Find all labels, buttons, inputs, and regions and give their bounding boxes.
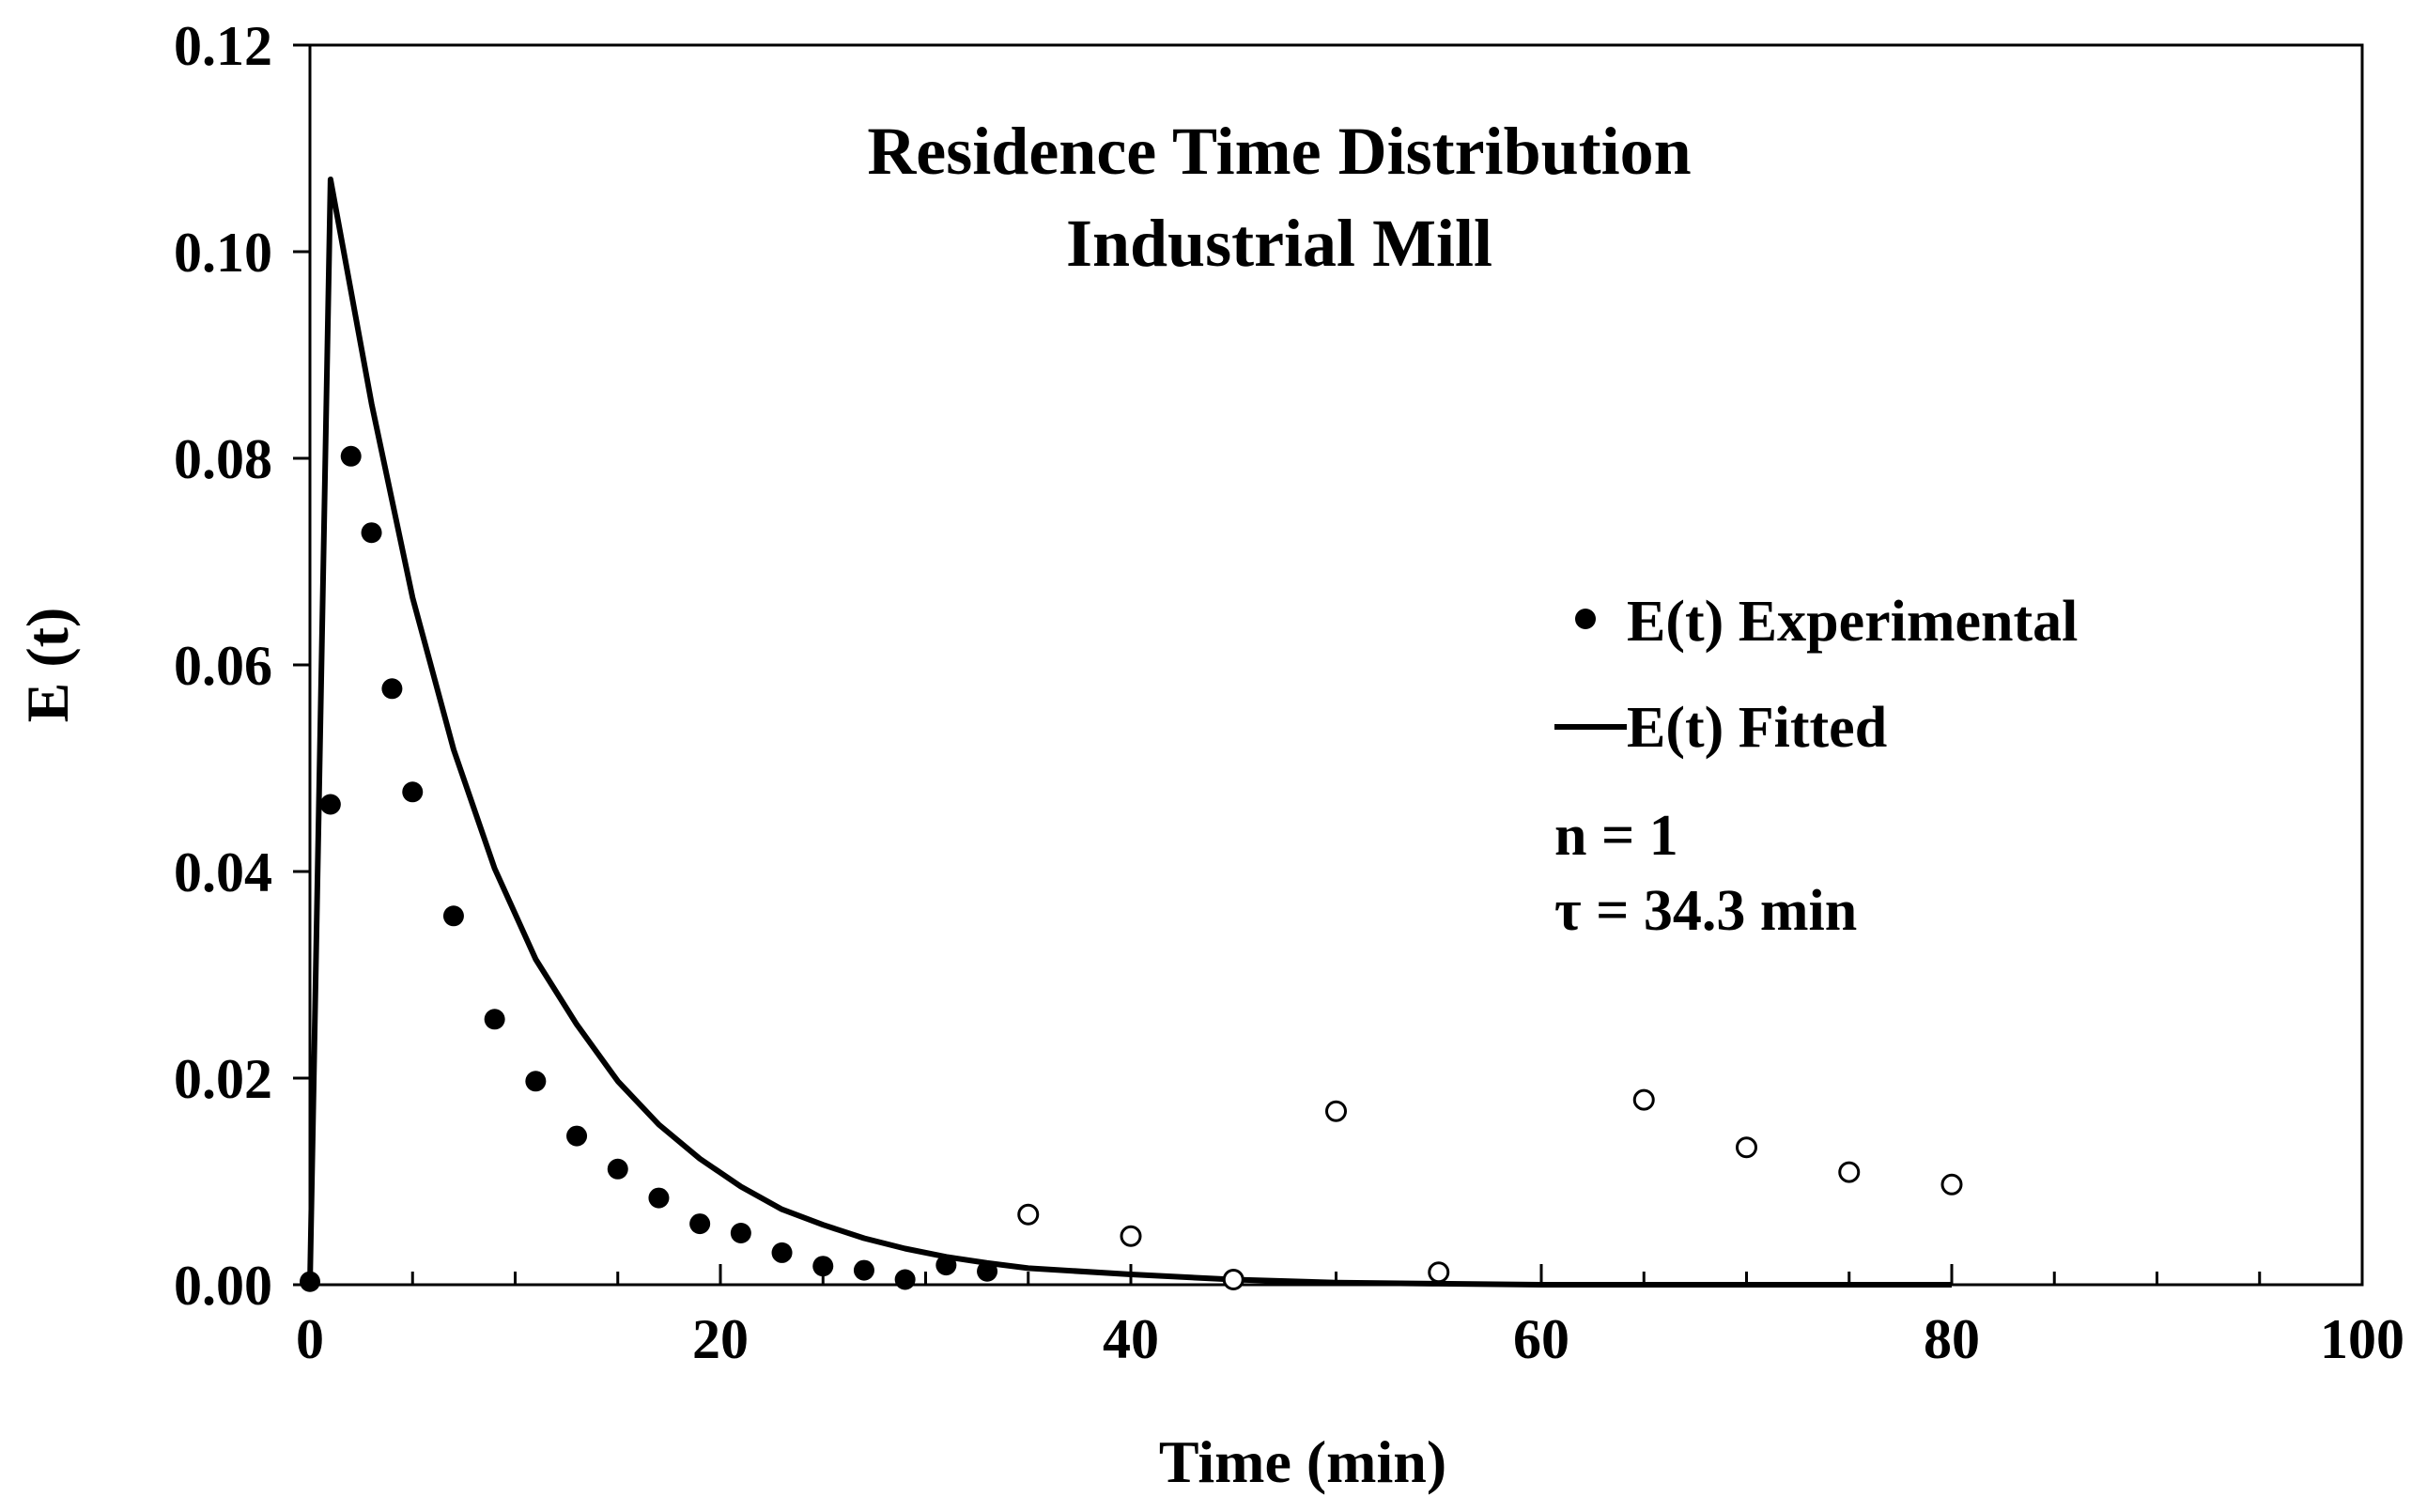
x-tick-label: 80 [1924,1308,1980,1370]
x-tick-label: 40 [1103,1308,1159,1370]
y-tick-label: 0.06 [174,635,272,697]
y-axis-title: E (t) [14,608,81,723]
experimental-point [894,1269,916,1290]
experimental-point [484,1009,505,1030]
open-point [1222,1269,1244,1290]
annotation-tau: τ = 34.3 min [1554,879,1857,943]
experimental-point [853,1259,874,1281]
experimental-point [648,1187,670,1209]
x-axis: 0 20 40 60 80 100 [296,1264,2404,1370]
experimental-points [300,445,998,1292]
y-tick-label: 0.02 [174,1048,272,1110]
legend-label-fitted: E(t) Fitted [1627,696,1887,760]
open-point [1120,1225,1142,1247]
experimental-point [812,1256,834,1277]
experimental-point [977,1260,998,1282]
open-points [1017,1088,1963,1290]
y-axis: 0.00 0.02 0.04 0.06 0.08 0.10 0.12 [174,15,310,1317]
y-tick-label: 0.12 [174,15,272,77]
y-tick-label: 0.00 [174,1255,272,1317]
open-point [1632,1088,1655,1111]
plot-area [308,43,2364,1287]
experimental-point [442,905,464,927]
open-point [1428,1261,1450,1284]
x-tick-label: 20 [692,1308,749,1370]
experimental-point [319,794,341,815]
experimental-point [935,1255,957,1276]
open-point [1325,1100,1347,1122]
legend: E(t) Experimental E(t) Fitted [1554,590,2078,760]
experimental-point [771,1242,793,1263]
annotation-n: n = 1 [1554,804,1678,868]
x-axis-title: Time (min) [1159,1428,1446,1495]
experimental-point [607,1158,628,1180]
experimental-point [300,1271,320,1292]
x-tick-label: 60 [1513,1308,1569,1370]
experimental-point [361,522,382,544]
open-point [1736,1136,1757,1159]
open-point [1838,1161,1861,1183]
experimental-point [566,1125,588,1147]
legend-label-experimental: E(t) Experimental [1627,590,2078,654]
experimental-point [402,781,424,803]
experimental-point [730,1223,751,1243]
chart-title: Residence Time Distribution [867,114,1691,189]
open-point [1017,1203,1040,1226]
y-tick-label: 0.08 [174,428,272,490]
experimental-point [689,1213,711,1235]
y-tick-label: 0.10 [174,222,272,284]
x-tick-label: 0 [296,1308,324,1370]
open-point [1940,1173,1963,1196]
experimental-point [525,1071,547,1092]
experimental-point [381,678,403,700]
legend-marker-experimental [1575,609,1596,629]
experimental-point [340,445,362,467]
x-tick-label: 100 [2320,1308,2404,1370]
chart-subtitle: Industrial Mill [1066,206,1492,281]
y-tick-label: 0.04 [174,841,272,903]
fitted-line [307,177,1952,1288]
